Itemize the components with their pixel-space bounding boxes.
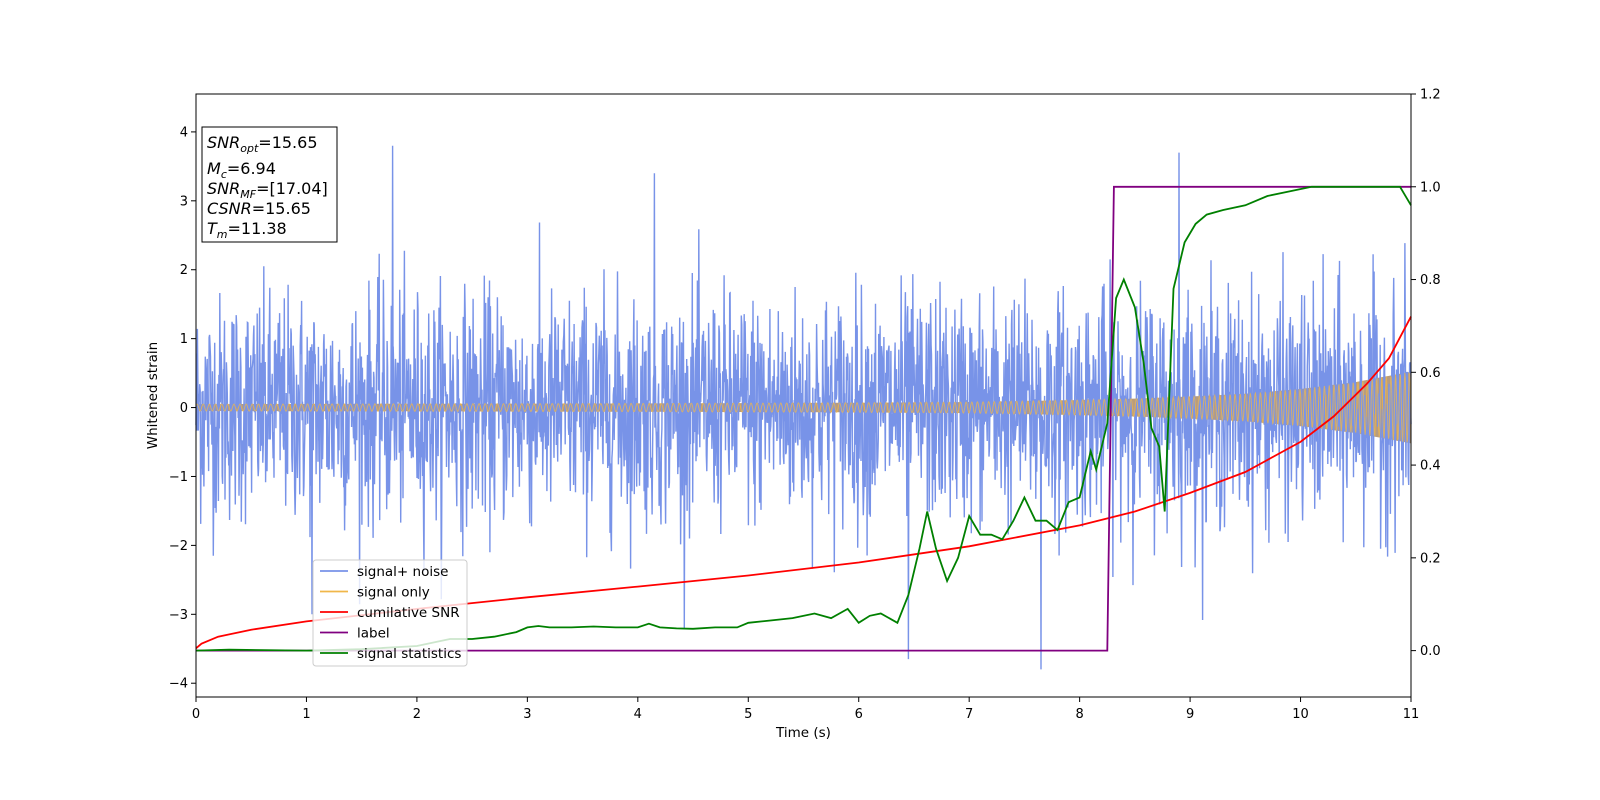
snr-opt-name: SNR [207,133,240,152]
snr-mf-name: SNR [207,179,240,198]
y-axis-title: Whitened strain [145,342,161,449]
y-left-tick-label: 0 [180,401,188,416]
snr-opt-text: SNRopt=15.65 [207,133,318,155]
y-left-tick-label: 3 [180,194,188,209]
y-left-tick-label: −3 [169,608,188,623]
y-right-tick-label: 1.2 [1420,88,1441,103]
legend-label-label: label [357,626,390,642]
y-left-tick-label: 1 [180,332,188,347]
snr-mf-text: SNRMF=[17.04] [207,179,328,201]
legend-signal-statistics-label: signal statistics [357,646,461,662]
x-tick-label: 0 [192,707,200,722]
y-right-tick-label: 1.0 [1420,180,1441,195]
snr-mf-sub: MF [240,188,256,201]
right-axis-series-layer [195,185,1412,652]
y-left-tick-label: −1 [169,470,188,485]
mc-name: M [207,159,221,178]
tm-value: =11.38 [228,219,287,238]
mc-text: Mc=6.94 [207,159,276,181]
x-tick-label: 5 [744,707,752,722]
x-tick-label: 8 [1075,707,1083,722]
legend-frame [312,559,468,667]
x-tick-label: 9 [1186,707,1194,722]
legend: signal+ noise signal only cumilative SNR la… [312,559,468,667]
signal-statistics-line [195,185,1412,652]
x-tick-label: 3 [523,707,531,722]
snr-opt-sub: opt [240,142,259,155]
plot-frame [195,93,1412,698]
snr-opt-value: =15.65 [258,133,317,152]
x-tick-label: 7 [965,707,973,722]
x-tick-label: 6 [855,707,863,722]
tm-sub: m [217,228,228,241]
info-box-frame [201,126,338,243]
x-tick-label: 10 [1292,707,1309,722]
mc-sub: c [221,168,227,181]
y-right-tick-label: 0.4 [1420,459,1441,474]
legend-signal-only-label: signal only [357,585,430,601]
y-right-tick-label: 0.2 [1420,551,1441,566]
legend-signal-noise-label: signal+ noise [357,564,448,580]
y-right-tick-label: 0.0 [1420,644,1441,659]
tm-text: Tm=11.38 [207,219,287,241]
signal-only-line [195,372,1412,443]
x-tick-label: 11 [1403,707,1420,722]
csnr-value: =15.65 [252,199,311,218]
x-tick-label: 4 [634,707,642,722]
y-left-tick-label: −4 [169,677,188,692]
x-tick-label: 1 [302,707,310,722]
info-box: SNRopt=15.65 Mc=6.94 SNRMF=[17.04] CSNR=… [201,126,338,243]
signal-noise-layer [195,145,1412,670]
signal-noise-line [195,145,1412,670]
tm-name: T [207,219,218,238]
mc-value: =6.94 [227,159,276,178]
y-left-tick-label: −2 [169,539,188,554]
y-right-tick-label: 0.8 [1420,273,1441,288]
y-left-tick-label: 4 [180,125,188,140]
cumulative-snr-line [195,316,1412,649]
label-line [196,185,1411,652]
x-tick-label: 2 [413,707,421,722]
legend-cumulative-snr-label: cumilative SNR [357,605,460,621]
csnr-name: CSNR [207,199,252,218]
y-right-tick-label: 0.6 [1420,366,1441,381]
csnr-text: CSNR=15.65 [207,199,311,218]
snr-mf-value: =[17.04] [256,179,328,198]
signal-only-layer [195,372,1412,443]
axis-ticks: 0 1 2 3 4 5 6 7 8 9 10 11 −4 −3 −2 −1 0 1 2 3 4 0.0 0.2 0.4 0.6 0… [169,88,1441,723]
y-left-tick-label: 2 [180,263,188,278]
x-axis-title: Time (s) [775,725,831,741]
